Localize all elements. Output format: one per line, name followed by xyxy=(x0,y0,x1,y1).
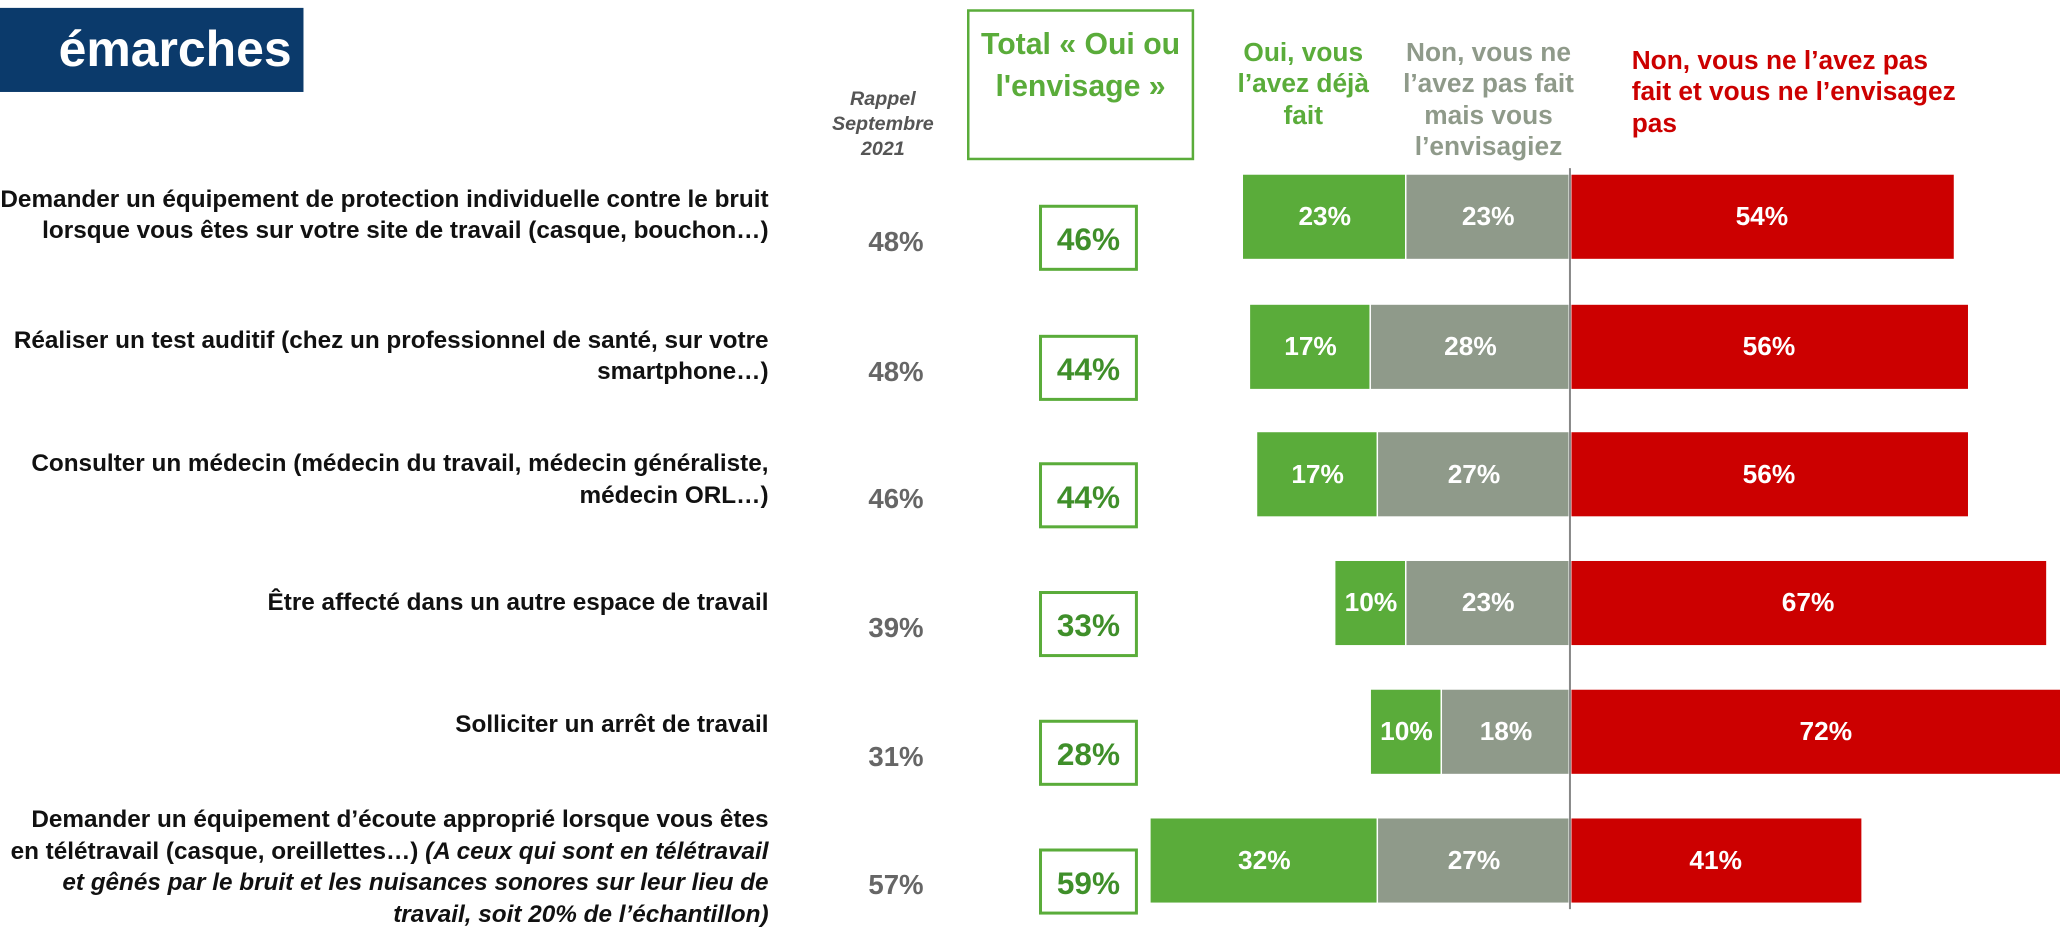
bar-label: 56% xyxy=(1742,458,1796,489)
bar-label: 27% xyxy=(1447,458,1501,489)
total-header: Total « Oui ou l'envisage » xyxy=(981,27,1181,103)
category-label: Réaliser un test auditif (chez un profes… xyxy=(13,326,769,386)
recall-value: 48% xyxy=(868,355,924,387)
bar xyxy=(1406,560,1569,646)
bar-label: 54% xyxy=(1735,201,1789,231)
bar-label: 27% xyxy=(1447,844,1501,875)
recall-value: 31% xyxy=(868,740,924,772)
bar xyxy=(1571,818,1862,903)
recall-header: Rappel Septembre 2021 xyxy=(831,87,934,160)
bar-label: 18% xyxy=(1479,716,1533,746)
bar xyxy=(1406,174,1569,259)
total-value: 59% xyxy=(1056,864,1120,901)
bar xyxy=(1571,689,2060,774)
bar-label: 17% xyxy=(1284,331,1337,362)
bar-label: 23% xyxy=(1461,201,1515,231)
legend-entry: Non, vous ne l’avez pas fait mais vous l… xyxy=(1403,36,1574,162)
recall-value: 46% xyxy=(868,483,924,515)
bar xyxy=(1370,304,1569,389)
bar-label: 10% xyxy=(1380,716,1433,746)
bar xyxy=(1571,432,1968,517)
category-note: (A ceux qui sont en télétravail et gênés… xyxy=(62,837,769,928)
total-box xyxy=(1039,204,1138,271)
title-box xyxy=(0,7,304,92)
bar xyxy=(1442,689,1569,774)
bar xyxy=(1378,818,1569,903)
total-box xyxy=(1039,848,1138,915)
bar-label: 28% xyxy=(1444,331,1497,362)
bar xyxy=(1378,432,1569,517)
bar-label: 23% xyxy=(1461,587,1515,618)
total-value: 44% xyxy=(1056,478,1120,515)
total-box xyxy=(1039,462,1138,529)
total-header-box xyxy=(967,9,1195,161)
bar-label: 67% xyxy=(1781,587,1835,618)
bar xyxy=(1250,304,1370,389)
category-label: Être affecté dans un autre espace de tra… xyxy=(267,589,769,617)
bar-label: 23% xyxy=(1298,201,1352,231)
total-value: 46% xyxy=(1056,221,1120,258)
chart-title: émarches xyxy=(58,21,292,78)
category-label: Demander un équipement d’écoute appropri… xyxy=(10,806,769,928)
recall-value: 39% xyxy=(868,611,924,643)
bar-label: 17% xyxy=(1291,458,1344,489)
recall-value: 57% xyxy=(868,869,924,901)
total-box xyxy=(1039,334,1138,401)
bar xyxy=(1150,818,1377,903)
bar-label: 41% xyxy=(1689,844,1742,875)
bar xyxy=(1370,689,1441,774)
total-box xyxy=(1039,719,1138,786)
legend-entry: Oui, vous l’avez déjà fait xyxy=(1237,36,1369,130)
category-label: Consulter un médecin (médecin du travail… xyxy=(31,449,769,509)
bar xyxy=(1243,174,1405,259)
category-label: Demander un équipement de protection ind… xyxy=(0,185,769,245)
bar xyxy=(1571,174,1954,259)
bar-label: 72% xyxy=(1799,716,1853,746)
total-value: 33% xyxy=(1056,607,1120,644)
bar-label: 32% xyxy=(1238,844,1291,875)
bar-label: 10% xyxy=(1344,587,1398,618)
total-value: 28% xyxy=(1056,736,1120,773)
category-label: Solliciter un arrêt de travail xyxy=(455,711,769,739)
bar xyxy=(1335,560,1405,646)
bar xyxy=(1257,432,1377,517)
bar-label: 56% xyxy=(1742,331,1796,362)
bar xyxy=(1571,304,1968,389)
total-value: 44% xyxy=(1056,351,1120,388)
recall-value: 48% xyxy=(868,225,924,257)
bar xyxy=(1571,560,2047,646)
total-box xyxy=(1039,591,1138,658)
legend-entry: Non, vous ne l’avez pas fait et vous ne … xyxy=(1631,44,1956,138)
